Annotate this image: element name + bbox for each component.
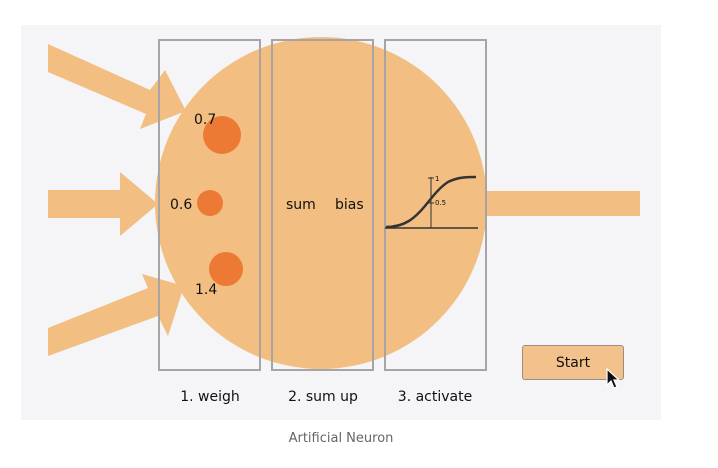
step-label-weigh: 1. weigh	[180, 389, 240, 405]
sum-label: sum	[286, 197, 316, 213]
output-arrow	[480, 191, 640, 216]
step-box-sum	[271, 39, 374, 371]
step-box-activate	[384, 39, 487, 371]
bias-label: bias	[335, 197, 364, 213]
activation-tick-label-top: 1	[435, 175, 439, 183]
activation-tick-label-mid: 0.5	[435, 199, 446, 207]
sigmoid-curve	[385, 175, 477, 229]
weight-dot-1	[203, 116, 241, 154]
weight-label-2: 0.6	[170, 197, 192, 213]
step-label-sum: 2. sum up	[288, 389, 358, 405]
weight-dot-3	[209, 252, 243, 286]
step-label-activate: 3. activate	[398, 389, 472, 405]
input-arrow-bottom	[48, 274, 184, 356]
activation-plot: 1 0.5	[385, 175, 478, 229]
neuron-body	[155, 37, 487, 369]
figure-caption: Artificial Neuron	[288, 431, 394, 446]
weight-label-1: 0.7	[194, 112, 216, 128]
input-arrows	[48, 44, 186, 356]
input-arrow-middle	[48, 172, 158, 236]
step-box-weigh	[158, 39, 261, 371]
weight-dot-2	[197, 190, 223, 216]
input-arrow-top	[48, 44, 186, 129]
mouse-pointer-icon	[606, 368, 620, 389]
weight-label-3: 1.4	[195, 282, 217, 298]
